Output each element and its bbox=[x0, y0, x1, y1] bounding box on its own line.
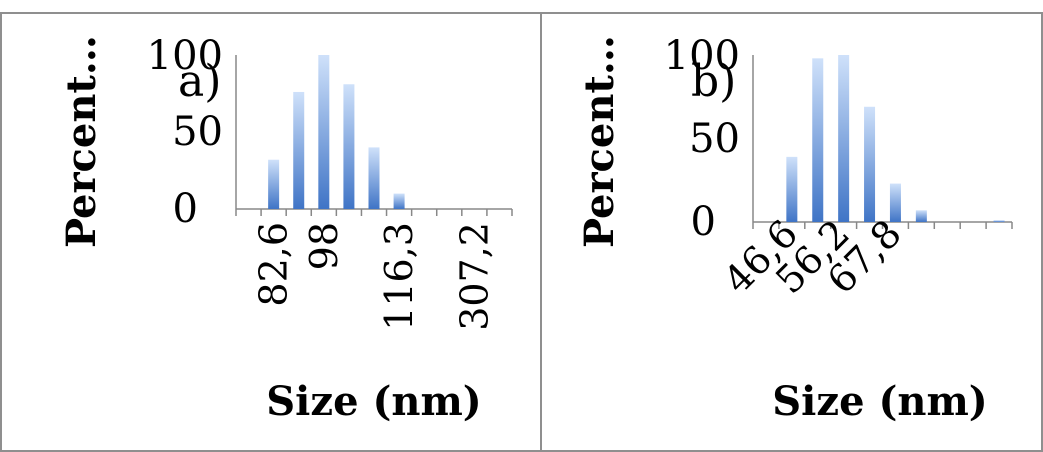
y-axis-label-b: Percent… bbox=[576, 35, 623, 248]
bar bbox=[268, 159, 280, 209]
x-tick-label: 307,2 bbox=[452, 222, 496, 331]
x-axis-label-a: Size (nm) bbox=[266, 378, 481, 425]
y-tick-labels-b: 100 50 0 bbox=[664, 33, 740, 245]
y-tick-label: 50 bbox=[689, 116, 740, 162]
panel-label-a: a) bbox=[178, 56, 221, 107]
panel-b: Percent… 100 50 0 46,656,267,8 b) Size (… bbox=[576, 33, 1013, 425]
bar bbox=[993, 220, 1005, 222]
x-tick-label: 98 bbox=[302, 222, 346, 270]
bar bbox=[838, 55, 850, 222]
y-tick-label: 0 bbox=[173, 186, 198, 232]
x-tick-label: 116,3 bbox=[377, 222, 421, 331]
figure-border bbox=[0, 12, 1043, 452]
bars-a bbox=[268, 55, 405, 209]
bar bbox=[318, 55, 330, 209]
y-tick-label: 100 bbox=[147, 33, 223, 79]
x-ticks-b bbox=[752, 222, 1013, 229]
y-tick-label: 0 bbox=[691, 199, 716, 245]
x-tick-label: 82,6 bbox=[252, 222, 296, 307]
x-ticks-a bbox=[235, 209, 513, 216]
bar bbox=[812, 58, 824, 223]
x-tick-labels-b: 46,656,267,8 bbox=[715, 211, 910, 302]
bars-b bbox=[786, 55, 1005, 223]
bar bbox=[915, 210, 927, 222]
panel-label-b: b) bbox=[691, 56, 736, 107]
x-tick-labels-a: 82,6 98 116,3 307,2 bbox=[252, 222, 497, 331]
bar bbox=[368, 147, 380, 209]
y-axis-label-a: Percent… bbox=[58, 35, 105, 248]
bar bbox=[889, 183, 901, 222]
bar bbox=[393, 193, 405, 209]
x-axis-label-b: Size (nm) bbox=[772, 378, 987, 425]
y-tick-label: 100 bbox=[664, 33, 740, 79]
bar bbox=[293, 91, 305, 209]
panel-a: Percent… 100 50 0 82,6 98 116,3 307,2 a) Si… bbox=[58, 33, 513, 425]
y-tick-label: 50 bbox=[172, 109, 223, 155]
bar bbox=[343, 84, 355, 209]
y-tick-labels-a: 100 50 0 bbox=[147, 33, 223, 232]
bar bbox=[786, 156, 798, 222]
bar bbox=[864, 106, 876, 222]
